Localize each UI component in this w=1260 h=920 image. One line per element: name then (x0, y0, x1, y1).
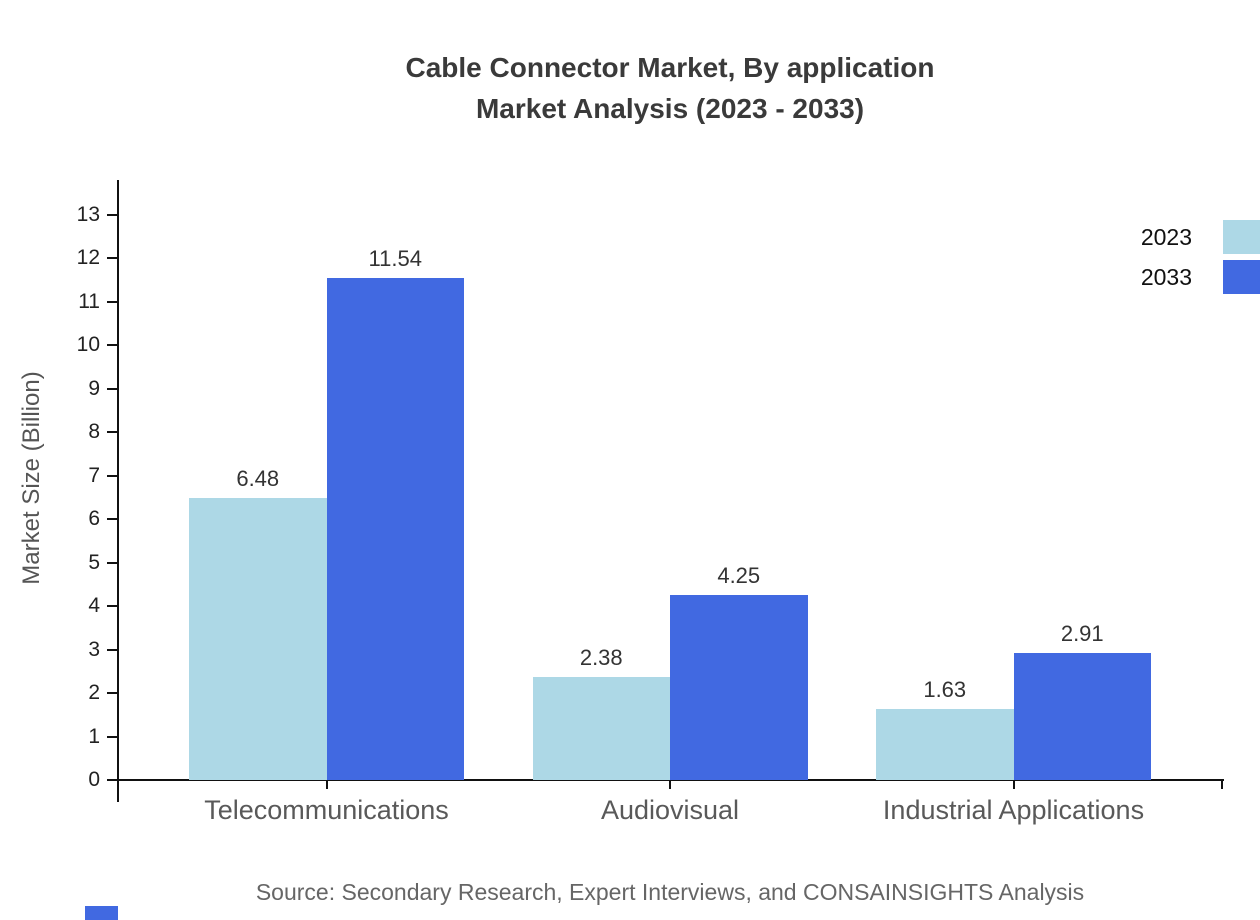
y-tick (107, 735, 118, 738)
y-tick-label: 2 (88, 681, 100, 705)
y-tick (107, 387, 118, 390)
y-tick-label: 0 (88, 768, 100, 791)
bar-2033 (326, 278, 464, 780)
y-tick (107, 779, 118, 781)
x-tick (1012, 780, 1015, 789)
y-tick-label: 7 (88, 463, 100, 487)
x-tick-end (1221, 780, 1223, 789)
legend-swatch (1223, 260, 1260, 294)
y-tick-label: 4 (88, 594, 100, 618)
value-label: 2.38 (579, 644, 623, 670)
y-tick-label: 8 (88, 420, 100, 444)
y-tick-label: 5 (88, 550, 100, 574)
bar-2033 (670, 595, 808, 780)
bar-2033 (1013, 653, 1151, 780)
value-label: 4.25 (717, 563, 761, 589)
y-tick (107, 518, 118, 521)
y-tick (107, 431, 118, 434)
x-tick (669, 780, 671, 789)
y-tick-label: 6 (88, 507, 100, 531)
legend-swatch (1223, 220, 1260, 254)
bar-2023 (532, 676, 670, 780)
y-tick (107, 213, 118, 216)
y-tick-label: 10 (76, 333, 100, 357)
value-label: 11.54 (368, 246, 422, 272)
legend-label: 2023 (1140, 224, 1192, 250)
y-tick (107, 257, 118, 260)
category-label: Audiovisual (600, 795, 740, 825)
x-axis-line (107, 779, 1224, 781)
y-axis-title: Market Size (Billion) (18, 371, 45, 585)
y-tick-label: 1 (88, 724, 100, 748)
x-tick (325, 780, 328, 789)
y-tick (107, 692, 118, 695)
y-tick-label: 9 (88, 376, 100, 400)
value-label: 6.48 (236, 466, 280, 492)
y-tick-label: 13 (76, 202, 100, 226)
chart-title: Cable Connector Market, By application M… (118, 47, 1222, 129)
y-tick-label: 11 (78, 289, 100, 313)
y-tick (107, 561, 118, 564)
chart-title-line1: Cable Connector Market, By application (405, 52, 935, 83)
y-tick (107, 605, 118, 608)
category-label: Industrial Applications (882, 795, 1145, 825)
bar-2023 (189, 498, 327, 780)
y-axis-line (117, 180, 119, 802)
y-tick-label: 3 (88, 637, 100, 661)
y-tick-label: 12 (76, 246, 100, 270)
value-label: 2.91 (1060, 621, 1104, 647)
source-note: Source: Secondary Research, Expert Inter… (255, 879, 1085, 905)
bar-2023 (876, 709, 1014, 780)
y-tick (107, 344, 118, 347)
y-tick (107, 648, 118, 651)
value-label: 1.63 (923, 677, 967, 703)
chart-title-line2: Market Analysis (2023 - 2033) (475, 93, 865, 124)
category-label: Telecommunications (204, 795, 449, 825)
y-tick (107, 474, 118, 477)
legend-label: 2033 (1140, 264, 1192, 290)
logo-fragment (85, 906, 118, 920)
y-tick (107, 300, 118, 303)
